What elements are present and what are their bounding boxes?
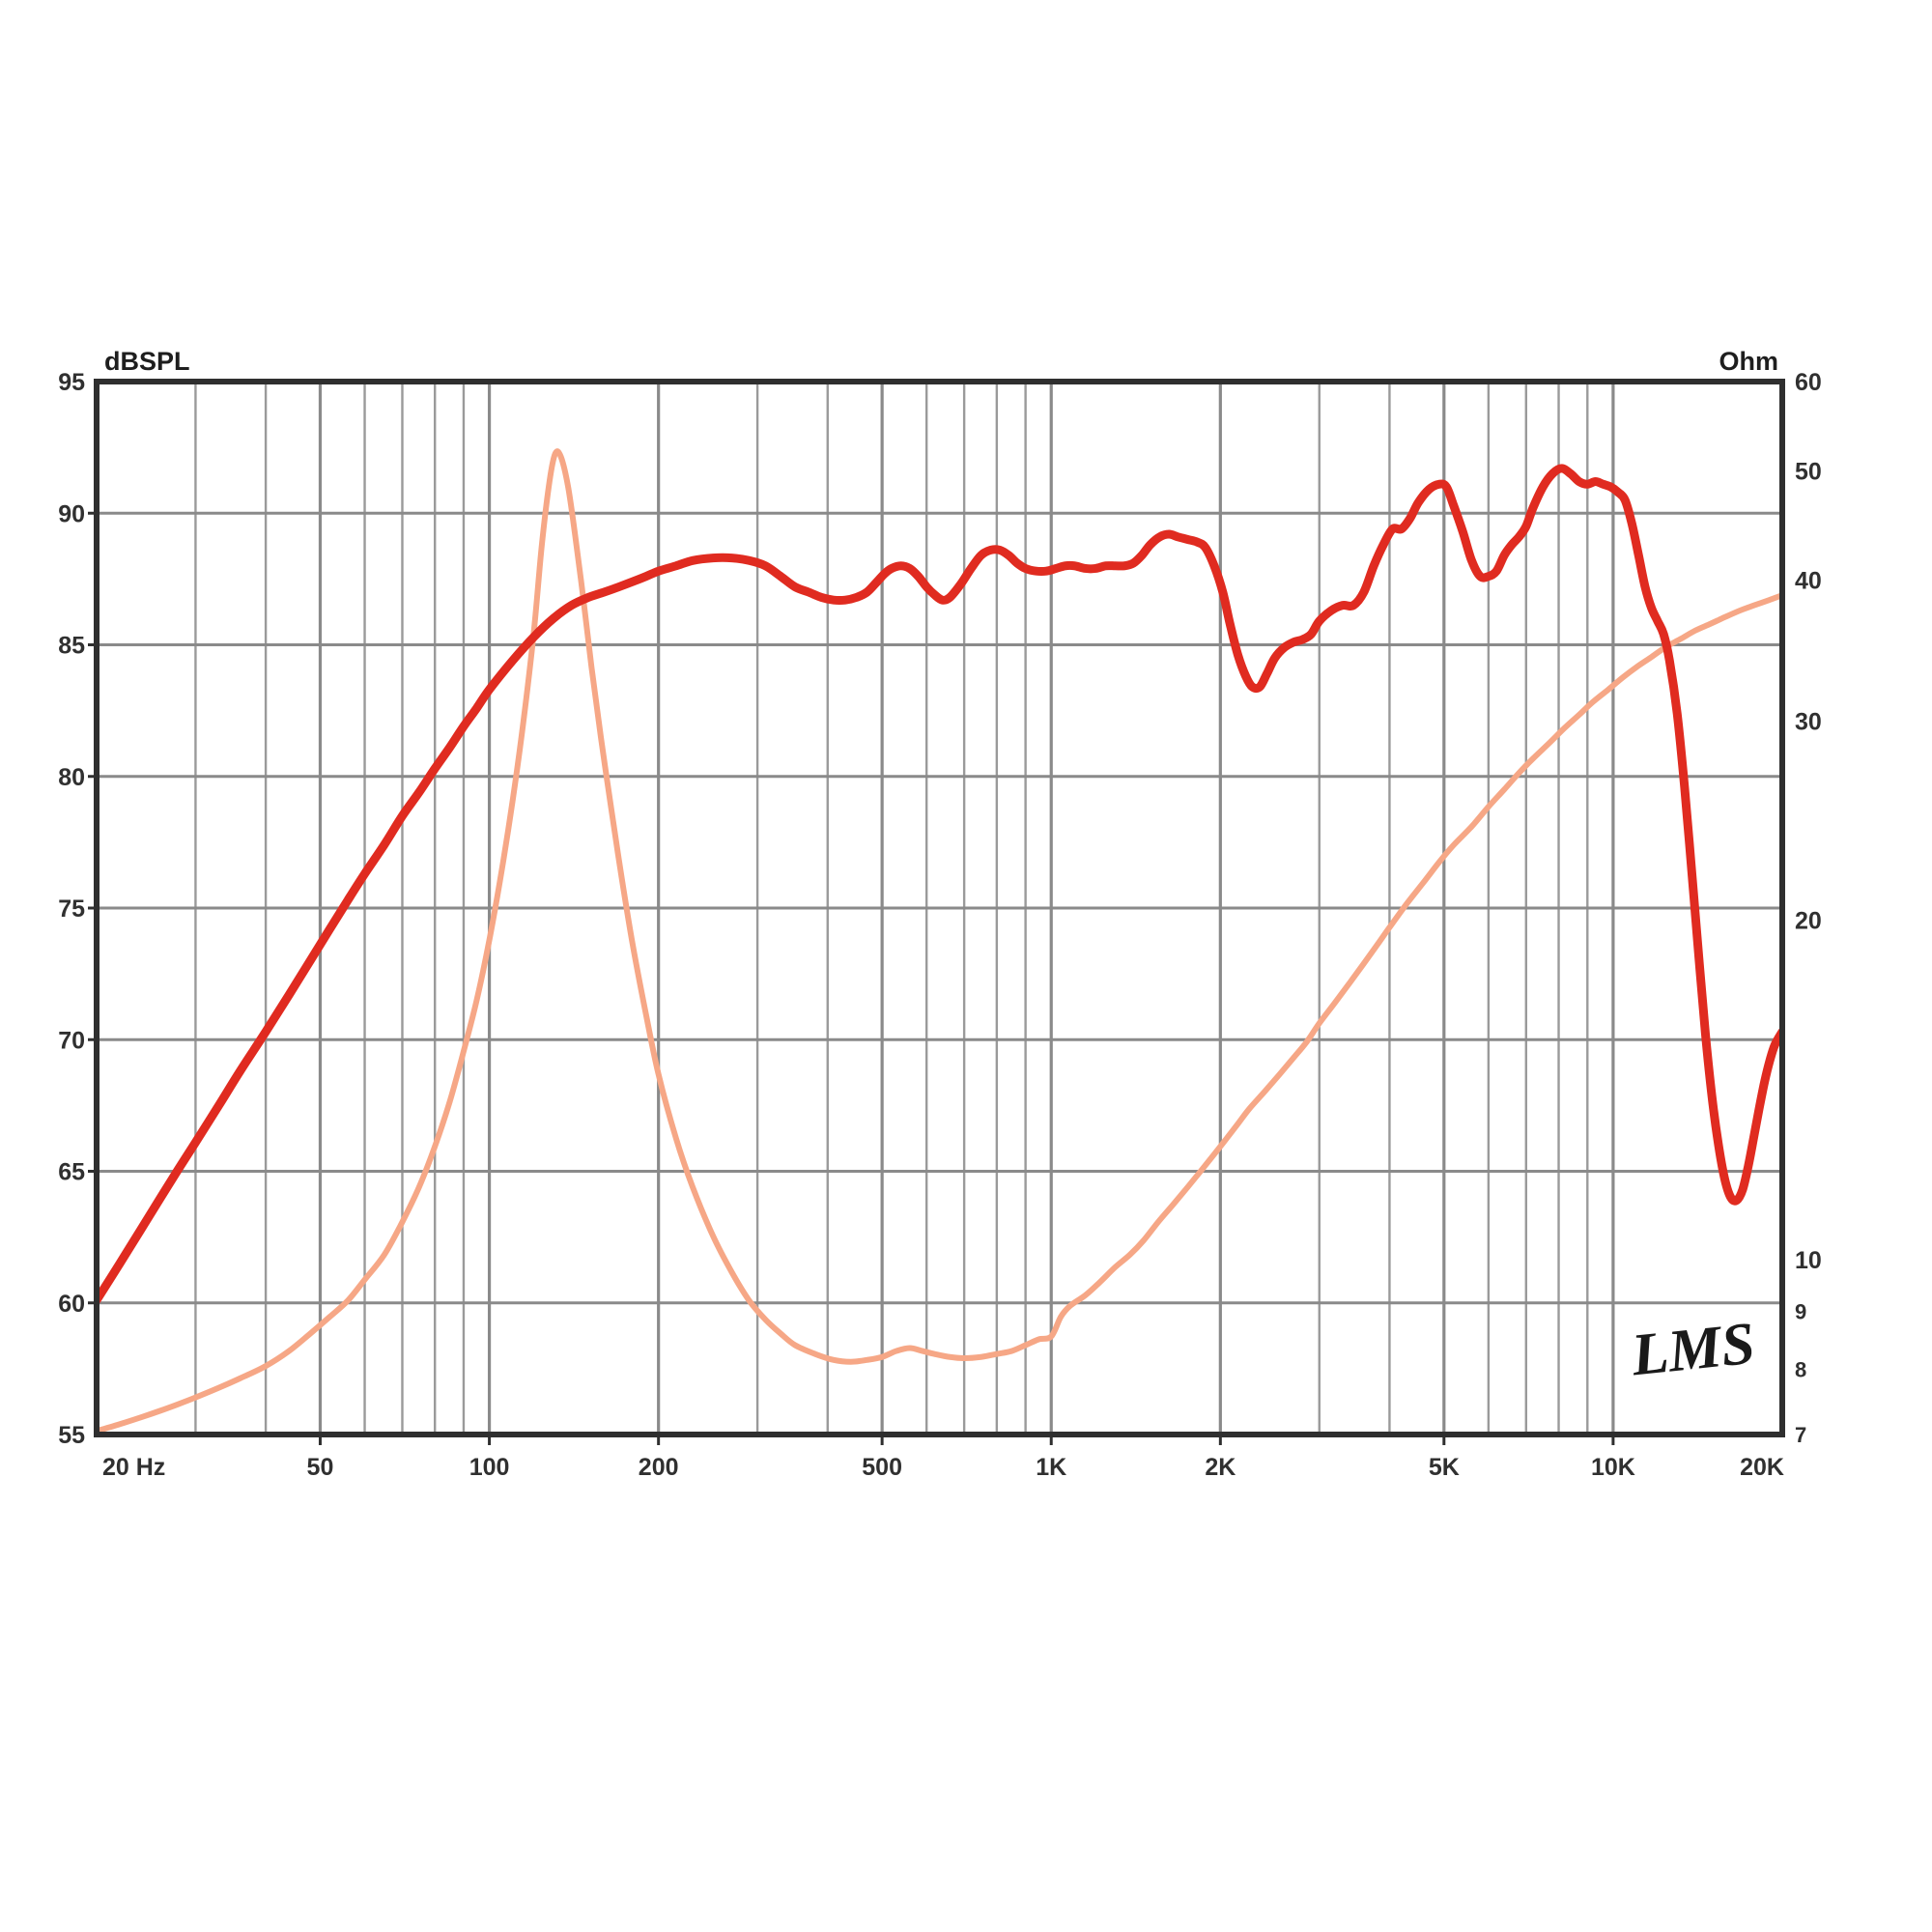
- x-axis-tick-label: 20K: [1740, 1454, 1784, 1481]
- x-axis-tick-label: 2K: [1205, 1454, 1236, 1481]
- axis-unit-layer: dBSPL Ohm: [104, 347, 1778, 376]
- curve-layer: [97, 448, 1782, 1435]
- y-axis-tick-label: 75: [58, 895, 85, 923]
- x-axis-tick-label: 10K: [1591, 1454, 1635, 1481]
- y-axis-tick-label: 90: [58, 500, 85, 527]
- spl-curve: [97, 464, 1782, 1305]
- grid-layer: [97, 382, 1782, 1435]
- lms-watermark-text: LMS: [1628, 1311, 1758, 1389]
- y-axis-tick-label: 55: [58, 1422, 85, 1449]
- y2-axis-tick-label: 30: [1795, 709, 1822, 736]
- x-axis-tick-label: 200: [639, 1454, 679, 1481]
- y-axis-tick-label: 95: [58, 369, 85, 396]
- y2-axis-tick-label: 50: [1795, 459, 1822, 486]
- x-axis-tick-label: 20 Hz: [102, 1454, 165, 1481]
- x-axis-tick-label: 5K: [1429, 1454, 1460, 1481]
- y2-axis-tick-label: 8: [1795, 1357, 1806, 1381]
- y2-axis-tick-label: 7: [1795, 1423, 1806, 1447]
- y-axis-tick-label: 65: [58, 1159, 85, 1186]
- y-axis-tick-label: 80: [58, 764, 85, 791]
- y-axis-tick-label: 85: [58, 633, 85, 660]
- y2-axis-tick-label: 20: [1795, 907, 1822, 934]
- y2-axis-tick-label: 60: [1795, 369, 1822, 396]
- impedance-curve: [97, 448, 1782, 1435]
- x-axis-tick-label: 100: [469, 1454, 510, 1481]
- y2-axis-tick-label: 10: [1795, 1247, 1822, 1274]
- lms-watermark: LMS: [1628, 1311, 1758, 1389]
- x-axis-tick-label: 50: [307, 1454, 334, 1481]
- axis-tick-layer: 55 60 65 70 75 80 85 90 95 7 8 9 10 20 30 40 50 60 20 Hz 50…: [58, 369, 1822, 1481]
- y2-axis-tick-label: 9: [1795, 1300, 1806, 1324]
- right-axis-unit-label: Ohm: [1719, 347, 1778, 376]
- annotation-layer: LMS: [1628, 1311, 1758, 1389]
- x-axis-tick-label: 1K: [1036, 1454, 1066, 1481]
- left-axis-unit-label: dBSPL: [104, 347, 190, 376]
- x-axis-tick-label: 500: [862, 1454, 902, 1481]
- y2-axis-tick-label: 40: [1795, 568, 1822, 595]
- y-axis-tick-label: 60: [58, 1291, 85, 1318]
- y-axis-tick-label: 70: [58, 1027, 85, 1054]
